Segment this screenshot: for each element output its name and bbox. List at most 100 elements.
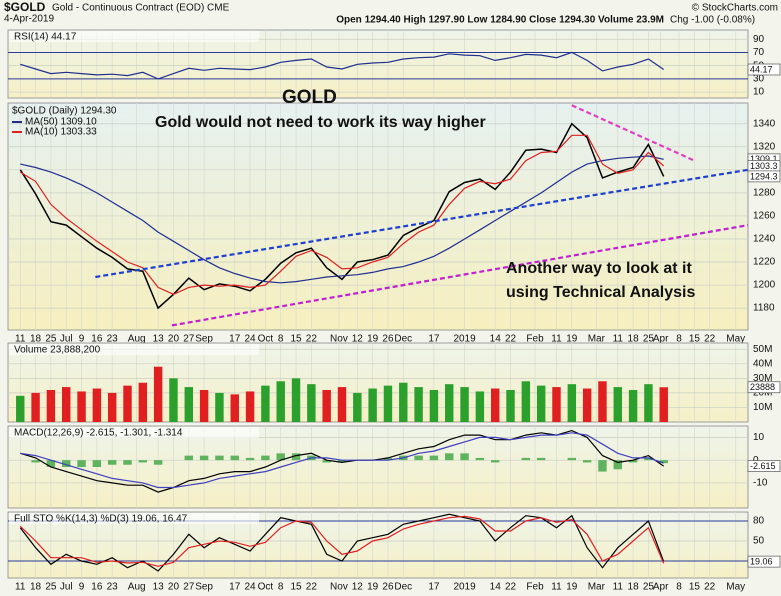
volume-bar: [123, 385, 132, 422]
x-tick-label: 25: [643, 334, 655, 345]
x-tick-label: 11: [551, 582, 562, 593]
histogram-bar: [383, 457, 393, 461]
x-tick-label: 17: [428, 334, 440, 345]
legend-label: MA(10) 1303.33: [25, 127, 97, 138]
x-tick-label: 8: [278, 334, 284, 345]
x-tick-label: 2019: [453, 582, 476, 593]
change: Chg -1.00 (-0.08%): [670, 15, 755, 26]
panel-background: [7, 102, 749, 331]
y-tick-label: 1260: [753, 211, 776, 222]
value-tag-label: 19.06: [750, 557, 773, 567]
x-tick-label: Dec: [394, 582, 412, 593]
volume-bar: [107, 392, 117, 422]
histogram-bar: [138, 460, 148, 463]
x-tick-label: 14: [490, 334, 502, 345]
y-tick-label: 1180: [753, 303, 775, 314]
panel-title-background: [9, 344, 259, 355]
value-tag: [747, 381, 781, 394]
x-tick-label: 23: [107, 334, 119, 345]
x-tick-label: 24: [245, 334, 257, 345]
histogram-bar: [107, 460, 117, 465]
panel-background: [7, 425, 749, 509]
x-tick-label: 17: [229, 582, 241, 593]
x-tick-label: 22: [306, 334, 318, 345]
volume-bar: [199, 389, 209, 422]
y-tick-label: 1220: [753, 257, 776, 268]
x-tick-label: 23: [107, 582, 119, 593]
volume-bar: [598, 381, 607, 422]
histogram-bar: [153, 460, 163, 465]
value-tag-label: 44.17: [750, 64, 773, 74]
value-tag: [747, 555, 781, 568]
volume-bar: [429, 389, 439, 422]
volume-bar: [582, 388, 592, 422]
volume-bar: [552, 387, 561, 422]
x-tick-label: 26: [382, 582, 394, 593]
histogram-bar: [276, 453, 285, 461]
histogram-bar: [92, 460, 102, 467]
volume-bar: [567, 384, 577, 422]
series-line: [19, 134, 665, 295]
value-tag-label: 1294.3: [750, 171, 778, 181]
annotation-subtitle: Gold would not need to work its way high…: [155, 114, 486, 131]
y-tick-label: 1340: [753, 118, 776, 129]
x-tick-label: Dec: [394, 334, 412, 345]
histogram-bar: [613, 460, 622, 470]
x-tick-label: 27: [183, 334, 195, 345]
trend-line: [171, 224, 749, 327]
histogram-bar: [429, 455, 439, 461]
y-tick-label: 40M: [753, 358, 772, 369]
panel-title-background: [9, 31, 259, 42]
x-tick-label: 25: [45, 334, 57, 345]
x-tick-label: Aug: [128, 334, 146, 345]
panel-title-background: [9, 427, 259, 438]
series-line: [20, 432, 664, 489]
x-tick-label: 12: [352, 582, 364, 593]
value-tag: [747, 170, 781, 183]
legend-label: MA(50) 1309.10: [25, 117, 97, 128]
histogram-bar: [337, 460, 347, 463]
x-tick-label: 15: [290, 334, 302, 345]
x-tick-label: 19: [367, 334, 379, 345]
x-tick-label: 25: [45, 582, 57, 593]
histogram-bar: [644, 457, 653, 461]
x-tick-label: 19: [367, 582, 379, 593]
x-tick-label: 20: [168, 582, 180, 593]
volume-bar: [230, 394, 239, 422]
histogram-bar: [628, 460, 638, 463]
volume-bar: [628, 389, 638, 422]
volume-bar: [16, 395, 25, 422]
x-tick-label: 18: [628, 334, 640, 345]
volume-bar: [506, 389, 515, 422]
x-tick-label: 11: [15, 334, 26, 345]
x-tick-label: 17: [428, 582, 440, 593]
y-tick-label: 10M: [753, 402, 772, 413]
volume-bar: [475, 391, 485, 422]
date: 4-Apr-2019: [4, 14, 54, 25]
volume-bar: [460, 387, 469, 422]
x-tick-label: 27: [183, 582, 195, 593]
x-tick-label: 15: [689, 582, 701, 593]
x-tick-label: Aug: [128, 582, 146, 593]
volume-bar: [153, 366, 163, 422]
panel-title: Full STO %K(14,3) %D(3) 19.06, 16.47: [14, 514, 188, 525]
volume-bar: [490, 388, 500, 422]
x-tick-label: 17: [229, 334, 241, 345]
x-tick-label: 16: [91, 334, 103, 345]
x-tick-label: 11: [613, 582, 624, 593]
histogram-bar: [199, 455, 209, 461]
x-tick-label: 18: [30, 334, 42, 345]
volume-bar: [184, 387, 193, 422]
volume-bar: [414, 387, 423, 422]
x-tick-label: 8: [278, 582, 284, 593]
volume-bar: [245, 391, 255, 422]
annotation-note: Another way to look at it: [506, 260, 692, 277]
x-tick-label: Mar: [588, 334, 606, 345]
histogram-bar: [261, 455, 270, 461]
volume-bar: [261, 385, 270, 422]
volume-bar: [46, 389, 56, 422]
x-tick-label: 22: [505, 334, 517, 345]
x-tick-label: Oct: [258, 334, 274, 345]
y-tick-label: 70: [753, 47, 765, 58]
